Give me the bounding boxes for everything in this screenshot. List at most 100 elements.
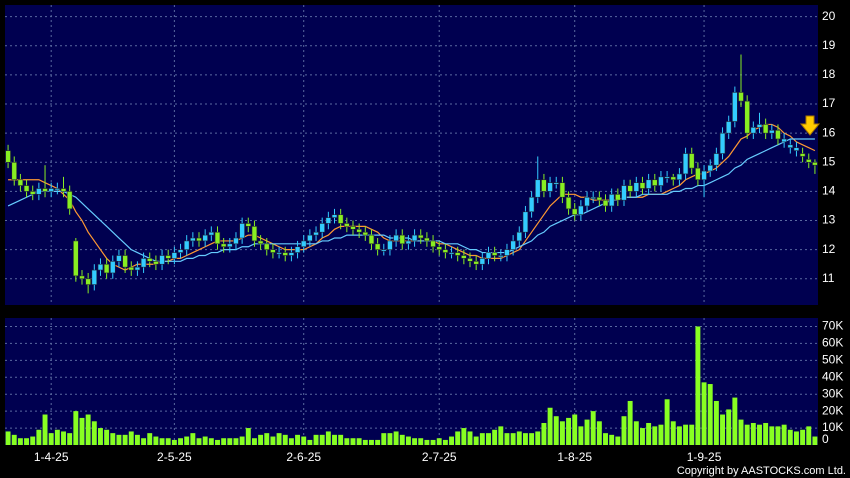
volume-bar bbox=[559, 421, 565, 445]
volume-bar bbox=[369, 439, 374, 445]
price-tick-label: 17 bbox=[822, 96, 836, 110]
price-tick-label: 12 bbox=[822, 242, 836, 256]
candle-body bbox=[399, 234, 406, 245]
candle-body bbox=[91, 269, 98, 285]
volume-bar bbox=[467, 431, 473, 445]
candle-body bbox=[615, 194, 621, 201]
candle-body bbox=[214, 231, 221, 245]
volume-bar bbox=[67, 433, 73, 445]
volume-bar bbox=[165, 438, 171, 445]
volume-bar bbox=[258, 434, 264, 445]
volume-bar bbox=[61, 431, 66, 445]
volume-bar bbox=[184, 436, 190, 445]
x-tick-label: 1-9-25 bbox=[687, 450, 722, 464]
volume-bar bbox=[676, 426, 682, 445]
volume-bar bbox=[473, 436, 479, 445]
candle-body bbox=[602, 199, 609, 207]
volume-bar bbox=[775, 426, 781, 445]
volume-bar bbox=[116, 434, 122, 445]
candle-body bbox=[196, 237, 202, 242]
volume-bar bbox=[707, 384, 713, 445]
volume-tick-label: 10K bbox=[822, 420, 843, 434]
candle-body bbox=[584, 196, 590, 207]
candle-body bbox=[5, 150, 11, 163]
volume-tick-label: 40K bbox=[822, 369, 843, 383]
candle-body bbox=[516, 231, 523, 242]
volume-bar bbox=[596, 421, 602, 445]
candle-body bbox=[159, 255, 165, 265]
volume-bar bbox=[658, 424, 664, 445]
volume-panel bbox=[5, 318, 818, 445]
candle-body bbox=[627, 185, 633, 192]
candle-body bbox=[128, 266, 135, 271]
volume-bar bbox=[128, 431, 134, 445]
candle-body bbox=[528, 196, 535, 213]
volume-bar bbox=[744, 424, 750, 445]
volume-bar bbox=[85, 414, 91, 445]
volume-bar bbox=[640, 428, 645, 445]
candle-body bbox=[448, 252, 455, 255]
price-panel bbox=[5, 5, 818, 305]
volume-bar bbox=[633, 421, 639, 445]
volume-bar bbox=[769, 426, 775, 445]
volume-bar bbox=[338, 434, 344, 445]
volume-bar bbox=[245, 428, 251, 445]
volume-bar bbox=[17, 438, 23, 445]
signal-arrow bbox=[799, 115, 821, 136]
volume-bar bbox=[153, 436, 159, 445]
candle-body bbox=[719, 132, 726, 154]
candle-body bbox=[762, 124, 769, 134]
candle-body bbox=[208, 231, 215, 236]
volume-bar bbox=[424, 439, 430, 445]
candle-body bbox=[116, 255, 122, 262]
candle-body bbox=[596, 196, 603, 201]
candle-body bbox=[417, 234, 424, 239]
candle-body bbox=[787, 144, 794, 149]
candle-body bbox=[103, 263, 110, 274]
candle-body bbox=[454, 252, 461, 256]
volume-bar bbox=[48, 433, 54, 445]
volume-bar bbox=[42, 414, 48, 445]
volume-bar bbox=[405, 436, 411, 445]
candle-body bbox=[79, 275, 85, 280]
volume-bar bbox=[793, 431, 799, 445]
volume-bar bbox=[350, 438, 356, 445]
volume-bar bbox=[178, 438, 183, 445]
candle-body bbox=[725, 121, 732, 134]
candle-body bbox=[350, 226, 356, 230]
candle-body bbox=[769, 129, 775, 134]
volume-bar bbox=[455, 431, 461, 445]
candle-body bbox=[547, 182, 553, 192]
volume-bar bbox=[141, 438, 147, 445]
candle-body bbox=[202, 234, 208, 242]
volume-bar bbox=[196, 438, 202, 445]
candle-body bbox=[183, 240, 190, 250]
volume-bar bbox=[535, 431, 541, 445]
volume-bar bbox=[104, 429, 110, 445]
candle-body bbox=[405, 240, 412, 245]
volume-bar bbox=[122, 434, 128, 445]
volume-bar bbox=[757, 424, 762, 445]
candle-body bbox=[732, 92, 738, 122]
candle-body bbox=[695, 167, 701, 181]
volume-bar bbox=[442, 439, 448, 445]
volume-tick-label: 0 bbox=[822, 432, 829, 446]
volume-bar bbox=[787, 429, 793, 445]
x-tick-label: 2-5-25 bbox=[157, 450, 192, 464]
candle-body bbox=[73, 240, 79, 277]
candle-body bbox=[467, 258, 473, 262]
volume-bar bbox=[301, 436, 307, 445]
volume-bar bbox=[215, 439, 220, 445]
volume-bar bbox=[295, 434, 301, 445]
candle-body bbox=[676, 173, 683, 181]
volume-bar bbox=[436, 438, 442, 445]
candle-body bbox=[424, 237, 430, 242]
volume-bar bbox=[615, 436, 621, 445]
candle-body bbox=[553, 182, 560, 185]
candle-body bbox=[756, 124, 763, 128]
candle-body bbox=[134, 266, 141, 271]
candle-body bbox=[356, 228, 362, 233]
volume-bar bbox=[5, 431, 11, 445]
candle-body bbox=[639, 182, 646, 189]
volume-bar bbox=[159, 438, 165, 445]
